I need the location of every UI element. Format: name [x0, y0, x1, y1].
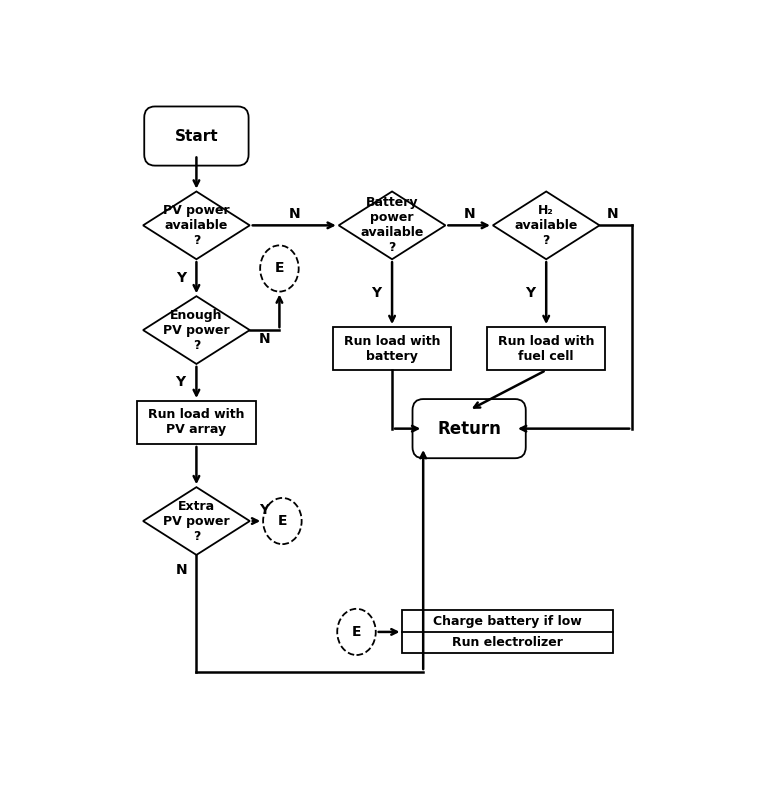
Text: Return: Return	[438, 420, 501, 438]
Text: Y: Y	[177, 270, 187, 285]
FancyBboxPatch shape	[333, 327, 451, 370]
Text: Y: Y	[525, 286, 536, 300]
Text: Start: Start	[174, 129, 218, 143]
Text: Y: Y	[175, 375, 185, 390]
Text: Battery
power
available
?: Battery power available ?	[360, 196, 424, 254]
Polygon shape	[143, 191, 249, 259]
Text: Extra
PV power
?: Extra PV power ?	[163, 499, 230, 542]
FancyBboxPatch shape	[402, 610, 613, 654]
Text: E: E	[278, 514, 287, 528]
Text: N: N	[259, 332, 270, 346]
FancyBboxPatch shape	[137, 401, 256, 444]
Text: Charge battery if low: Charge battery if low	[433, 614, 582, 628]
Text: E: E	[275, 262, 284, 275]
Text: Enough
PV power
?: Enough PV power ?	[163, 309, 230, 351]
Text: H₂
available
?: H₂ available ?	[515, 204, 578, 247]
Text: N: N	[607, 207, 618, 222]
Text: Run load with
fuel cell: Run load with fuel cell	[498, 334, 594, 362]
Text: N: N	[176, 563, 187, 578]
Text: E: E	[352, 625, 361, 639]
Text: PV power
available
?: PV power available ?	[163, 204, 230, 247]
Text: Run electrolizer: Run electrolizer	[452, 636, 563, 650]
Polygon shape	[143, 487, 249, 555]
FancyBboxPatch shape	[145, 106, 249, 166]
Text: Run load with
PV array: Run load with PV array	[148, 409, 245, 437]
Text: N: N	[288, 207, 300, 222]
FancyBboxPatch shape	[412, 399, 526, 458]
Text: Run load with
battery: Run load with battery	[343, 334, 441, 362]
Text: Y: Y	[371, 286, 381, 300]
Text: Y: Y	[259, 503, 269, 517]
Polygon shape	[493, 191, 600, 259]
Ellipse shape	[263, 498, 301, 544]
Ellipse shape	[337, 609, 376, 655]
FancyBboxPatch shape	[487, 327, 606, 370]
Text: N: N	[464, 207, 475, 222]
Ellipse shape	[260, 246, 298, 291]
Polygon shape	[339, 191, 445, 259]
Polygon shape	[143, 296, 249, 364]
